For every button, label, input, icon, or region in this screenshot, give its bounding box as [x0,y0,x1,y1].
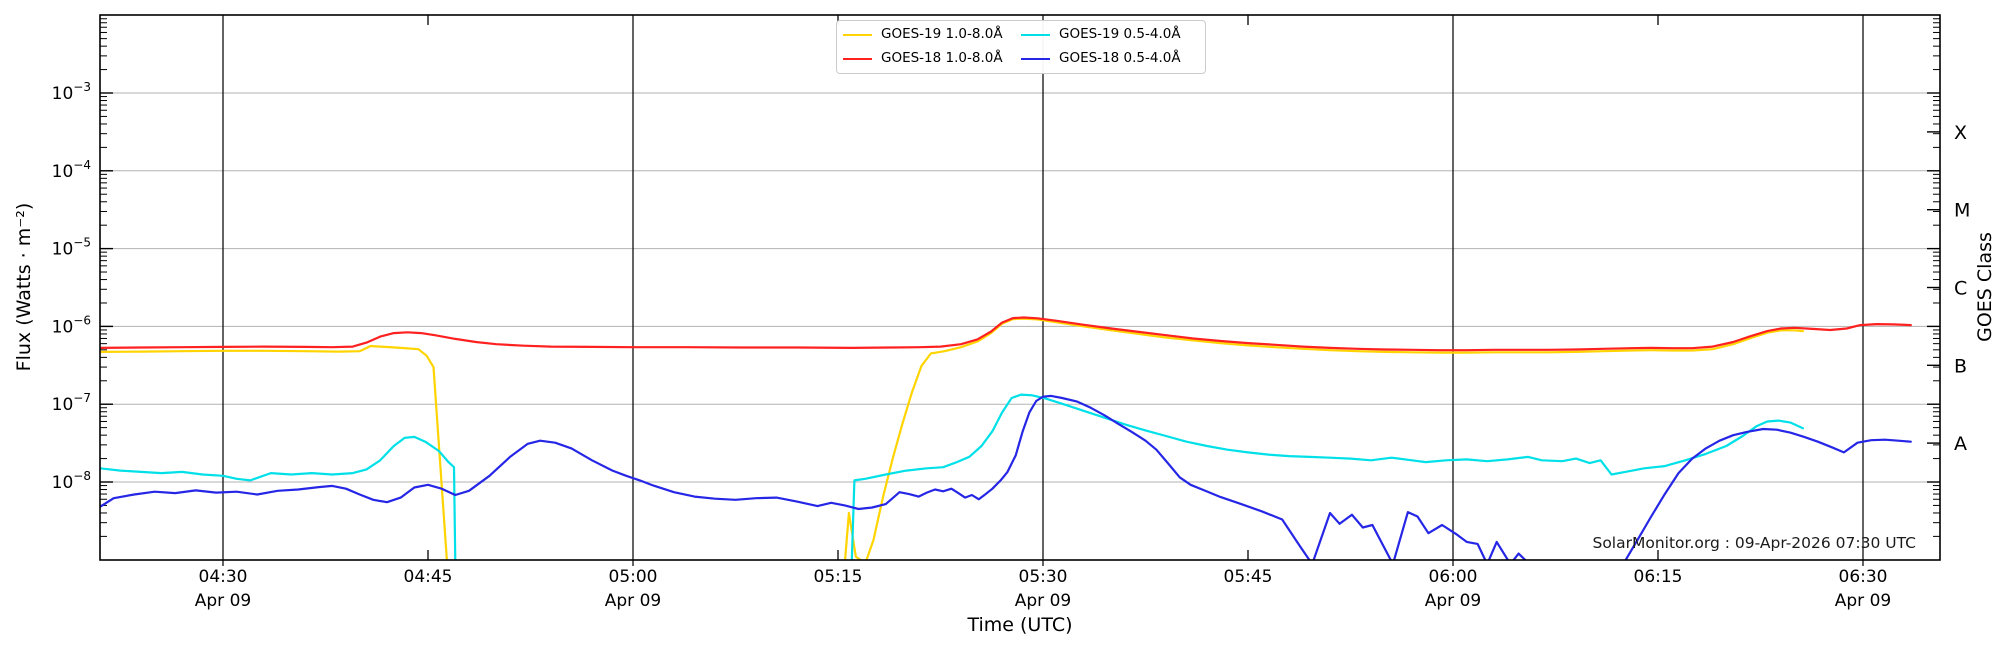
x-tick-label: 05:00 [609,567,658,587]
goes-class-label-b: B [1954,355,1967,377]
series-goes-18-1-0-8-0- [100,316,1912,352]
legend-swatch-goes19-long [843,33,872,37]
goes-class-labels: X M C B A [1954,122,1970,455]
legend-swatch-goes18-long [843,57,872,61]
legend-item-goes18-short: GOES-18 0.5-4.0Å [1021,52,1199,66]
legend-box: GOES-19 1.0-8.0Å GOES-18 1.0-8.0Å GOES-1… [836,20,1206,74]
x-tick-date-label: Apr 09 [605,591,661,611]
y-tick-labels: 10−3 10−4 10−5 10−6 10−7 10−8 [52,80,91,493]
x-tick-label: 05:15 [814,567,863,587]
legend-label-goes18-long: GOES-18 1.0-8.0Å [881,50,1003,67]
x-tick-label: 06:30 [1839,567,1888,587]
y-axis-title-right: GOES Class [1974,232,1996,342]
vertical-gridlines [222,15,1864,566]
y-axis-title-left: Flux (Watts · m⁻²) [13,203,35,372]
series-goes-18-0-5-4-0- [100,394,1912,560]
legend-swatch-goes18-short [1021,57,1050,61]
x-tick-date-label: Apr 09 [1425,591,1481,611]
plot-frame [99,14,1941,561]
data-series [100,316,1912,560]
y-tick-label: 10−6 [52,313,91,337]
legend-swatch-goes19-short [1021,33,1050,37]
y-tick-label: 10−8 [52,469,91,493]
legend-item-goes19-long: GOES-19 1.0-8.0Å [843,28,1021,42]
x-tick-label: 05:30 [1019,567,1068,587]
x-tick-date-label: Apr 09 [195,591,251,611]
y-log-ticks [100,18,1940,537]
x-axis-title: Time (UTC) [966,614,1072,636]
x-tick-label: 06:00 [1429,567,1478,587]
y-tick-label: 10−3 [52,80,91,104]
watermark-text: SolarMonitor.org : 09-Apr-2026 07:30 UTC [1592,534,1916,552]
series-goes-19-0-5-4-0- [100,393,1805,560]
y-tick-label: 10−5 [52,236,91,260]
goes-class-label-c: C [1954,278,1967,300]
series-goes-19-1-0-8-0- [100,317,1805,560]
legend-item-goes19-short: GOES-19 0.5-4.0Å [1021,28,1199,42]
x-tick-label: 05:45 [1224,567,1273,587]
legend-label-goes19-short: GOES-19 0.5-4.0Å [1059,26,1181,43]
goes-class-label-x: X [1954,122,1967,144]
goes-class-label-m: M [1954,200,1970,222]
x-tick-date-label: Apr 09 [1835,591,1891,611]
horizontal-gridlines [100,92,1940,483]
x-tick-label: 06:15 [1634,567,1683,587]
x-tick-labels: 04:30 Apr 09 04:45 05:00 Apr 09 05:15 05:30 Apr… [195,567,1891,611]
y-tick-label: 10−7 [52,391,91,415]
x-tick-label: 04:45 [404,567,453,587]
x-tick-date-label: Apr 09 [1015,591,1071,611]
goes-class-label-a: A [1954,433,1967,455]
x-tick-label: 04:30 [199,567,248,587]
legend-label-goes19-long: GOES-19 1.0-8.0Å [881,26,1003,43]
y-tick-label: 10−4 [52,158,91,182]
legend-label-goes18-short: GOES-18 0.5-4.0Å [1059,50,1181,67]
legend-item-goes18-long: GOES-18 1.0-8.0Å [843,52,1021,66]
